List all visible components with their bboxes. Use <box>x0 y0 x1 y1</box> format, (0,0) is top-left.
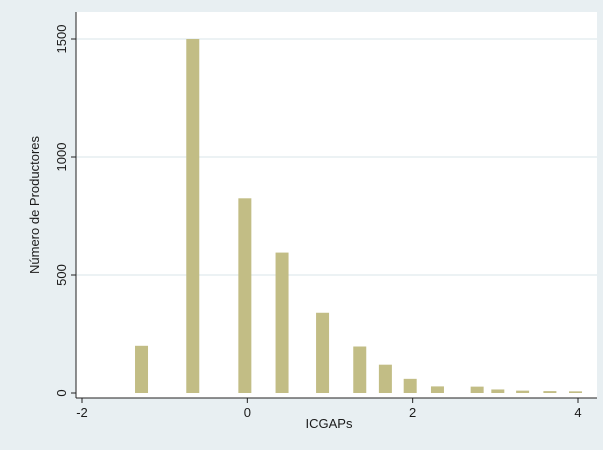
y-tick-label: 0 <box>54 389 69 396</box>
bar <box>543 391 557 393</box>
bar <box>186 39 200 393</box>
bar <box>353 346 367 393</box>
bar <box>403 378 417 393</box>
bar <box>491 389 505 393</box>
bar <box>275 252 289 393</box>
x-tick-label: -2 <box>76 405 88 420</box>
bar <box>378 364 392 393</box>
ticks: -2 0 2 4 0 500 1000 1500 <box>54 25 582 420</box>
bar <box>238 198 252 393</box>
bar <box>516 390 530 393</box>
gridlines <box>76 38 597 276</box>
y-tick-label: 500 <box>54 264 69 286</box>
bars <box>135 39 583 393</box>
plot-area <box>76 12 597 398</box>
bar <box>135 345 149 393</box>
x-tick-label: 0 <box>244 405 251 420</box>
y-tick-label: 1000 <box>54 143 69 172</box>
axes <box>75 12 597 399</box>
y-tick-label: 1500 <box>54 25 69 54</box>
x-tick-label: 4 <box>574 405 581 420</box>
x-axis-title: ICGAPs <box>306 416 353 431</box>
x-tick-label: 2 <box>409 405 416 420</box>
bar <box>316 312 330 393</box>
bar <box>430 386 444 393</box>
bar <box>470 386 484 393</box>
y-axis-title: Número de Productores <box>27 135 42 274</box>
bar <box>569 391 583 393</box>
